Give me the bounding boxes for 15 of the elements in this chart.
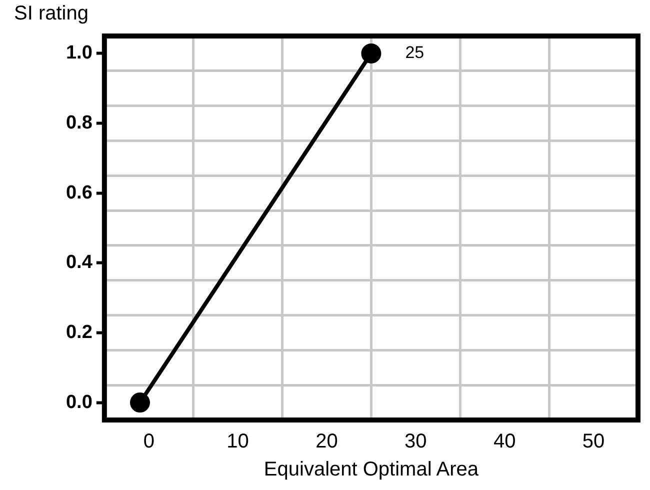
- y-tick-label: 0.0: [66, 392, 92, 413]
- x-tick-label: 30: [404, 430, 427, 453]
- x-tick-label: 0: [143, 430, 154, 453]
- y-tick-label: 0.2: [66, 322, 92, 343]
- x-tick-label: 40: [493, 430, 516, 453]
- y-tick-label: 0.8: [66, 112, 92, 134]
- y-tick-label: 1.0: [66, 42, 92, 64]
- y-tick-label: 0.6: [66, 182, 92, 204]
- y-tick-label: 0.4: [66, 252, 93, 274]
- x-tick-label: 20: [316, 430, 338, 453]
- x-axis-title: Equivalent Optimal Area: [264, 458, 480, 481]
- annotation: 25: [405, 43, 424, 62]
- y-axis-title: SI rating: [14, 2, 88, 25]
- x-tick-label: 10: [226, 430, 249, 453]
- x-tick-label: 50: [582, 430, 605, 453]
